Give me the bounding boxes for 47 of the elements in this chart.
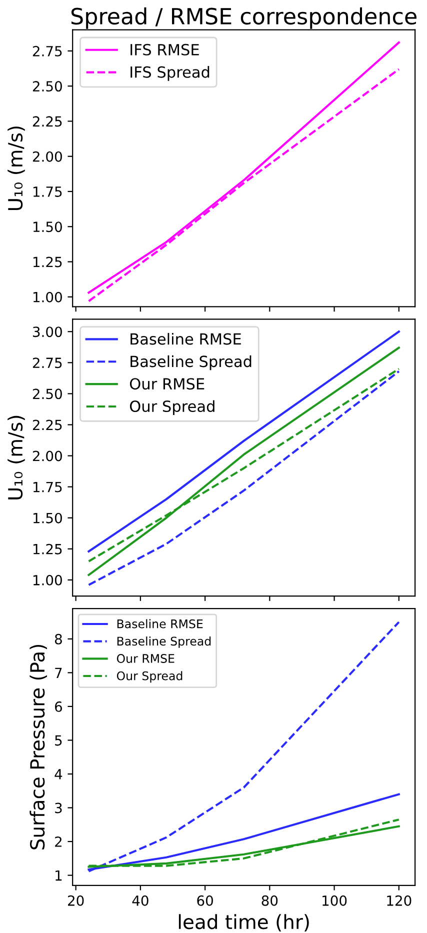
legend-label: Our RMSE [130,378,204,390]
x-tick-label: 20 [68,895,84,906]
legend-label: Our Spread [116,671,182,683]
y-tick-label: 4 [54,769,62,780]
y-tick-label: 1.75 [33,482,62,492]
legend-label: Our Spread [130,400,214,416]
y-tick-label: 1.50 [33,512,62,524]
y-tick-label: 1.00 [33,574,62,586]
y-tick-label: 2.75 [32,358,62,368]
x-tick-label: 60 [197,895,213,906]
y-axis-title: U₁₀ (m/s) [8,416,25,500]
y-tick-label: 2.50 [32,81,62,92]
y-tick-label: 1.00 [33,292,62,302]
legend-label: Baseline RMSE [117,619,203,628]
y-tick-label: 5 [55,735,62,746]
y-tick-label: 2.00 [32,151,62,162]
chart-title: Spread / RMSE correspondence [71,7,416,29]
y-tick-label: 8 [54,634,62,644]
y-tick-label: 1.50 [33,222,62,232]
x-tick-label: 80 [262,895,278,906]
legend-label: Baseline Spread [130,355,252,370]
y-tick-label: 2.25 [32,420,62,430]
x-axis-title: lead time (hr) [178,914,309,932]
y-tick-label: 6 [55,701,62,712]
y-axis-title: Surface Pressure (Pa) [30,644,47,850]
y-tick-label: 2.75 [32,46,62,56]
y-tick-label: 1.25 [33,544,62,554]
y-tick-label: 1.25 [33,256,62,268]
y-tick-label: 1.75 [33,186,62,197]
y-tick-label: 3 [55,802,62,814]
y-tick-label: 2.25 [32,116,62,127]
x-tick-label: 120 [387,895,412,906]
x-tick-label: 100 [322,895,347,906]
x-tick-label: 40 [132,895,148,906]
y-tick-label: 7 [55,668,62,678]
legend-label: Baseline RMSE [130,332,241,345]
y-tick-label: 2.50 [32,388,62,400]
y-tick-label: 3.00 [33,326,62,338]
y-axis-title: U₁₀ (m/s) [8,126,25,210]
line-series [88,330,400,552]
legend-label: IFS RMSE [130,44,199,56]
legend-label: Baseline Spread [117,636,211,648]
legend-label: Our RMSE [116,654,174,663]
legend-label: IFS Spread [130,66,210,81]
y-tick-label: 2.00 [32,450,62,462]
y-tick-label: 2 [55,836,62,847]
y-tick-label: 1 [56,870,62,881]
